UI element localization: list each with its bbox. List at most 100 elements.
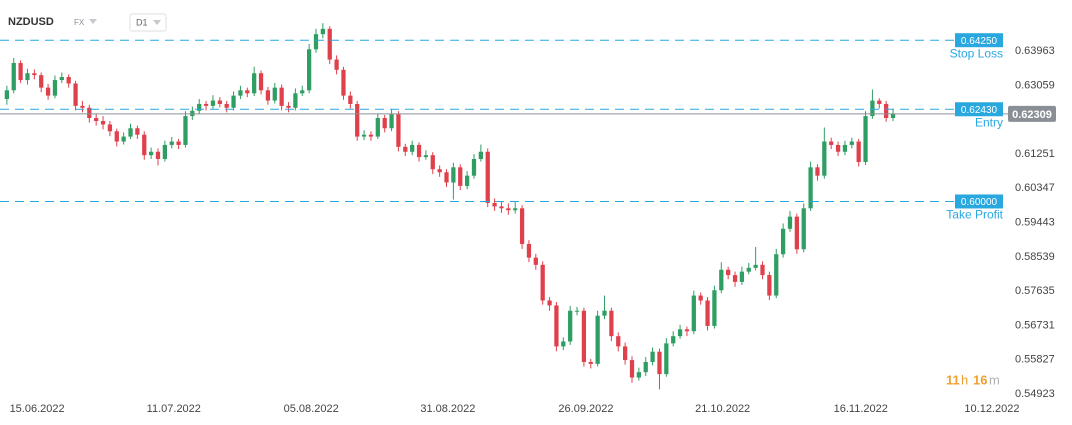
candle-body [616, 336, 621, 347]
level-value: 0.62430 [961, 105, 998, 116]
x-tick-label: 31.08.2022 [420, 403, 475, 415]
candle-body [746, 267, 751, 272]
level-name: Take Profit [946, 208, 1003, 222]
y-tick-label: 0.63059 [1015, 79, 1055, 91]
candle-body [423, 155, 429, 158]
candle-body [822, 141, 827, 176]
level-box [955, 194, 1003, 209]
candle-body [726, 269, 731, 276]
level-box [955, 102, 1003, 117]
candle-body [334, 59, 339, 70]
candle-body [396, 114, 401, 147]
candle-body [197, 103, 202, 111]
candle-body [780, 228, 786, 255]
y-tick-label: 0.59443 [1015, 217, 1055, 229]
market-dropdown[interactable] [89, 19, 97, 24]
candle-body [671, 336, 676, 344]
x-tick-label: 16.11.2022 [834, 403, 888, 415]
level-box [955, 33, 1003, 48]
candle-body [238, 90, 243, 96]
candle-body [595, 315, 600, 364]
countdown-hours: 11 [946, 372, 960, 387]
candle-body [691, 295, 696, 332]
symbol: NZDUSD [8, 16, 54, 28]
countdown-h: h [961, 372, 968, 387]
candle-body [602, 310, 607, 316]
timeframe-caret [153, 20, 161, 25]
candle-body [320, 28, 325, 35]
x-tick-label: 15.06.2022 [10, 403, 65, 415]
candle-body [753, 264, 758, 268]
candle-body [664, 343, 669, 375]
y-tick-label: 0.57635 [1015, 285, 1055, 297]
level-value: 0.60000 [961, 197, 998, 208]
candle-body [279, 87, 284, 106]
countdown-minutes: 16 [973, 372, 987, 387]
candle-body [355, 103, 360, 137]
candle-body [863, 116, 868, 163]
candle-body [210, 100, 216, 106]
candle-body [684, 329, 690, 332]
x-tick-label: 10.12.2022 [964, 403, 1019, 415]
candle-body [588, 361, 593, 364]
candle-body [801, 208, 806, 250]
candle-body [732, 275, 738, 282]
candle-body [437, 169, 442, 173]
candle-body [815, 167, 820, 176]
level-name: Stop Loss [950, 46, 1003, 60]
candle-body [45, 87, 51, 96]
candle-body [622, 346, 628, 361]
candle-body [444, 172, 449, 183]
candle-body [835, 144, 841, 152]
candle-body [4, 90, 9, 100]
candle-body [547, 300, 552, 306]
candle-body [568, 310, 573, 342]
candle-body [73, 83, 78, 106]
candle-body [574, 310, 580, 312]
candle-body [499, 206, 504, 209]
candle-body [890, 113, 896, 118]
candle-body [39, 75, 44, 88]
candle-body [265, 90, 271, 101]
candle-body [80, 105, 85, 108]
candle-body [135, 128, 140, 135]
candle-body [306, 49, 312, 91]
candle-body [636, 372, 641, 378]
candle-body [609, 310, 614, 337]
candle-body [870, 100, 875, 117]
y-tick-label: 0.60347 [1015, 182, 1055, 194]
candle-body [760, 264, 765, 276]
candle-body [100, 121, 106, 125]
candle-body [59, 77, 64, 81]
candle-body [719, 269, 724, 291]
candle-body [403, 146, 408, 152]
candle-body [327, 28, 332, 60]
x-tick-label: 11.07.2022 [147, 403, 201, 415]
candle-body [794, 216, 799, 250]
candle-body [183, 116, 188, 145]
candle-body [643, 361, 648, 373]
candle-body [458, 167, 463, 186]
y-tick-label: 0.58539 [1015, 251, 1055, 263]
candle-body [712, 290, 717, 326]
candle-body [148, 151, 154, 156]
candle-body [25, 73, 30, 81]
candle-body [313, 34, 319, 50]
candle-body [286, 105, 291, 108]
candle-body [842, 144, 848, 152]
candle-body [361, 134, 367, 137]
candle-body [231, 95, 236, 108]
candle-body [128, 128, 133, 137]
candle-body [849, 141, 854, 145]
candle-body [203, 103, 209, 106]
timeframe-select[interactable] [129, 13, 167, 32]
y-tick-label: 0.56731 [1015, 319, 1055, 331]
y-tick-label: 0.63963 [1015, 45, 1055, 57]
candle-body [492, 202, 497, 207]
candle-body [375, 117, 380, 137]
candle-body [410, 144, 415, 152]
candle-body [808, 167, 813, 209]
candle-body [829, 141, 834, 145]
candle-body [121, 136, 126, 142]
candle-body [774, 254, 779, 296]
